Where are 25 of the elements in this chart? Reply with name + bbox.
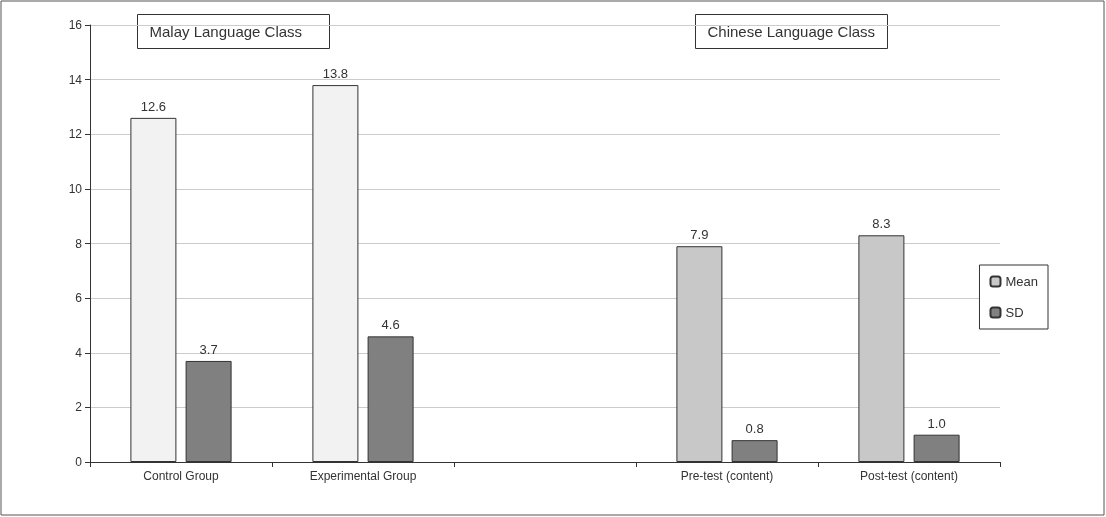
annotation: Malay Language Class	[149, 22, 303, 40]
data-label: 7.9	[690, 227, 709, 243]
x-tick-label: Pre-test (content)	[680, 469, 774, 483]
data-label: 1.0	[927, 415, 946, 431]
legend-label: Mean	[1005, 274, 1039, 289]
x-tick-label: Experimental Group	[309, 469, 417, 483]
y-tick-label: 10	[68, 181, 83, 196]
y-tick-label: 4	[75, 345, 83, 360]
y-tick-label: 8	[75, 236, 83, 251]
y-tick-label: 16	[68, 18, 83, 32]
data-label: 8.3	[872, 216, 891, 232]
y-tick-label: 6	[75, 291, 83, 306]
data-label: 4.6	[381, 317, 400, 333]
x-tick-label: Control Group	[143, 469, 220, 483]
data-label: 0.8	[745, 421, 764, 437]
annotation: Chinese Language Class	[707, 22, 876, 40]
x-tick-label: Post-test (content)	[859, 469, 959, 483]
data-label: 12.6	[140, 98, 167, 114]
y-tick-label: 14	[68, 72, 83, 87]
y-tick-label: 2	[75, 400, 83, 415]
data-label: 13.8	[322, 66, 349, 82]
y-tick-label: 12	[68, 127, 83, 142]
data-label: 3.7	[199, 341, 218, 357]
legend-label: SD	[1005, 305, 1024, 320]
y-tick-label: 0	[75, 455, 83, 469]
